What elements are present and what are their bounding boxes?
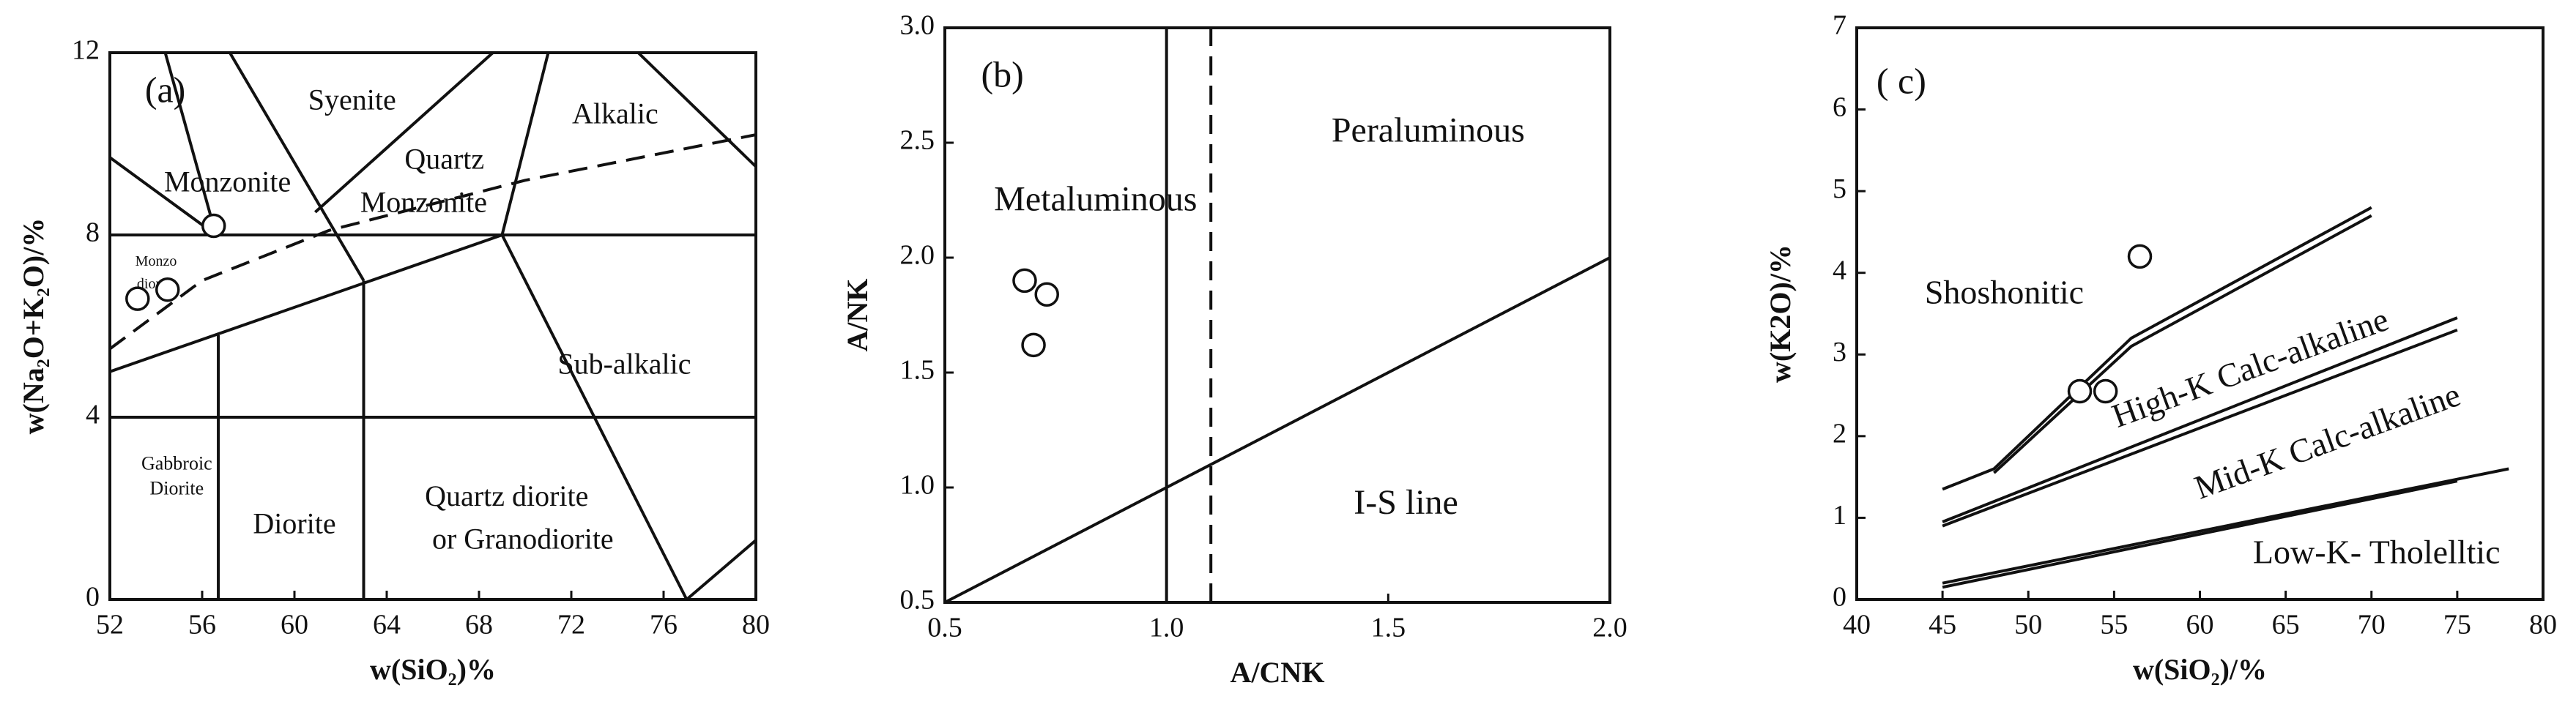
y-tick-label: 1.0: [900, 470, 935, 501]
x-tick-label: 50: [2014, 610, 2042, 640]
plot-frame: [108, 51, 757, 601]
field-boundary: [314, 51, 494, 214]
sample-point: [125, 286, 150, 311]
field-label: Sub-alkalic: [557, 348, 691, 381]
x-axis-label: w(SiO₂)/%: [2133, 653, 2267, 686]
y-tick-label: 2.0: [900, 240, 935, 271]
field-label: Monzonite: [164, 165, 291, 198]
field-label: Low-K- Tholelltic: [2253, 533, 2501, 570]
y-tick-label: 3.0: [900, 10, 935, 41]
field-boundary: [109, 233, 503, 373]
y-tick-label: 1.5: [900, 355, 935, 386]
x-tick-label: 1.5: [1371, 613, 1406, 643]
x-tick-label: 0.5: [927, 613, 962, 643]
x-tick-label: 60: [2186, 610, 2214, 640]
field-boundary: [686, 539, 757, 601]
y-tick-label: 6: [1833, 91, 1846, 122]
field-boundary: [108, 133, 757, 351]
field-label: Metaluminous: [994, 180, 1197, 219]
y-tick-label: 0: [1833, 582, 1846, 613]
field-boundary: [636, 51, 757, 168]
y-tick-label: 1: [1833, 500, 1846, 531]
x-tick-label: 72: [557, 610, 585, 640]
field-boundary: [108, 156, 218, 236]
sample-point: [2127, 244, 2153, 269]
field-boundary: [1942, 328, 2458, 528]
sample-point: [1021, 332, 1046, 358]
sample-point: [1012, 268, 1037, 294]
x-tick-label: 80: [2529, 610, 2557, 640]
field-label: Quartz diorite: [425, 479, 588, 512]
y-tick-label: 12: [72, 35, 100, 66]
field-label: Quartz: [404, 143, 484, 176]
x-tick-label: 75: [2443, 610, 2471, 640]
y-tick-label: 0.5: [900, 585, 935, 616]
x-tick-label: 80: [742, 610, 770, 640]
field-boundary: [229, 51, 365, 282]
y-tick-label: 7: [1833, 10, 1846, 41]
field-label: Alkalic: [572, 97, 658, 130]
y-axis-label: w(K2O)/%: [1764, 244, 1797, 383]
y-tick-label: 3: [1833, 337, 1846, 367]
panel-label: (b): [981, 54, 1024, 95]
panel-label: ( c): [1877, 61, 1926, 102]
sample-point: [1034, 282, 1059, 307]
y-tick-label: 4: [86, 400, 100, 430]
x-tick-label: 65: [2272, 610, 2300, 640]
y-tick-label: 4: [1833, 255, 1846, 285]
field-boundary: [163, 52, 218, 236]
y-tick-label: 0: [86, 582, 100, 613]
x-tick-label: 55: [2100, 610, 2128, 640]
field-boundary: [1942, 467, 2509, 585]
panel-label: (a): [145, 69, 186, 110]
field-label: Diorite: [253, 507, 335, 540]
x-tick-label: 1.0: [1149, 613, 1184, 643]
sample-point: [155, 277, 180, 302]
field-boundary: [1993, 214, 2372, 474]
field-label: or Granodiorite: [432, 523, 614, 556]
x-tick-label: 70: [2358, 610, 2386, 640]
x-tick-label: 40: [1843, 610, 1871, 640]
field-label: Gabbroic: [141, 452, 212, 474]
sample-point: [2067, 378, 2093, 404]
x-tick-label: 52: [96, 610, 124, 640]
y-tick-label: 8: [86, 217, 100, 248]
field-boundary: [1942, 206, 2372, 491]
field-label: Monzonite: [360, 186, 487, 219]
y-tick-label: 2: [1833, 419, 1846, 449]
x-tick-label: 68: [465, 610, 493, 640]
field-label: Peraluminous: [1332, 111, 1525, 149]
field-label: Monzo: [136, 253, 177, 269]
x-axis-label: w(SiO₂)%: [370, 653, 496, 686]
x-tick-label: 76: [650, 610, 678, 640]
x-tick-label: 2.0: [1592, 613, 1627, 643]
x-tick-label: 56: [188, 610, 216, 640]
field-label: Shoshonitic: [1925, 274, 2084, 311]
field-boundary: [944, 256, 1611, 604]
x-tick-label: 45: [1929, 610, 1956, 640]
y-axis-label: A/NK: [841, 279, 874, 352]
sample-point: [201, 213, 226, 239]
x-tick-label: 60: [281, 610, 308, 640]
field-boundary: [500, 234, 688, 600]
x-axis-label: A/CNK: [1231, 656, 1325, 689]
field-label: Syenite: [308, 83, 396, 116]
sample-point: [2093, 378, 2118, 404]
field-boundary: [1942, 479, 2458, 589]
plot-frame: [943, 26, 1611, 604]
field-label: I-S line: [1354, 483, 1458, 522]
y-tick-label: 2.5: [900, 125, 935, 156]
x-tick-label: 64: [373, 610, 401, 640]
field-boundary: [500, 52, 550, 236]
y-tick-label: 5: [1833, 173, 1846, 204]
field-label: Diorite: [150, 478, 204, 499]
field-boundary: [1942, 316, 2458, 523]
y-axis-label: w(Na₂O+K₂O)/%: [17, 218, 50, 435]
